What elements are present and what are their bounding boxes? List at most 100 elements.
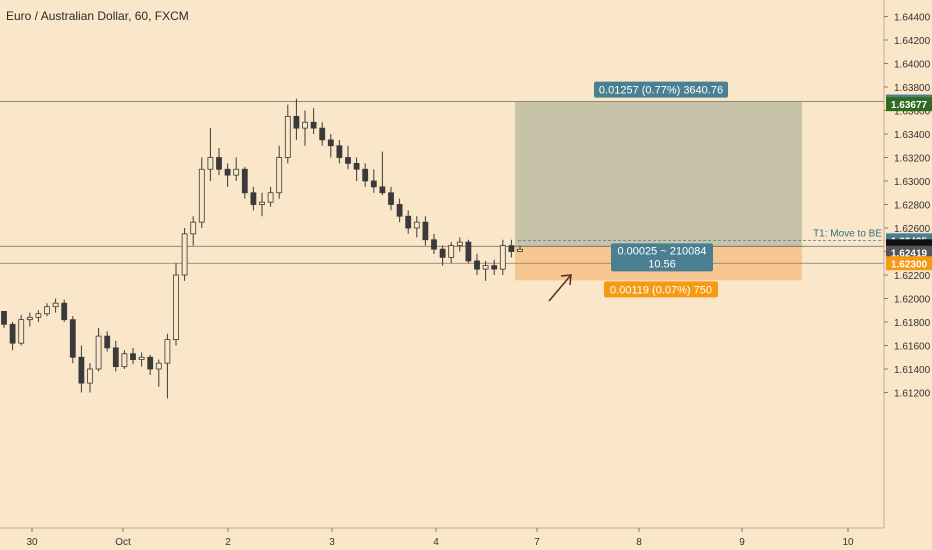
candle xyxy=(276,145,283,199)
candle xyxy=(345,145,351,170)
candle xyxy=(95,327,102,372)
candle xyxy=(456,237,463,252)
candle-body-up xyxy=(448,245,455,258)
candle xyxy=(413,216,420,238)
candle xyxy=(336,139,343,164)
candle-body-down xyxy=(250,192,257,205)
y-tick-label: 1.64000 xyxy=(894,60,931,71)
x-tick-label: 7 xyxy=(534,537,540,548)
candle-body-up xyxy=(155,362,162,370)
candle xyxy=(87,363,93,393)
candle-body-up xyxy=(181,233,188,276)
candle xyxy=(439,245,446,266)
y-tick-label: 1.61400 xyxy=(894,365,931,376)
x-tick-label: 9 xyxy=(739,537,745,548)
candle-body-down xyxy=(112,347,119,368)
candle-body-down xyxy=(439,248,446,258)
center-label-bg xyxy=(611,243,713,272)
candle-body-down xyxy=(379,186,386,194)
y-tick-label: 1.61800 xyxy=(894,318,931,329)
candle-body-down xyxy=(422,221,429,241)
candle-body-up xyxy=(413,221,420,229)
candle xyxy=(517,245,523,252)
candle xyxy=(104,331,111,352)
y-tick-label: 1.62200 xyxy=(894,271,931,282)
candle-body-down xyxy=(388,192,394,205)
horizontal-lines xyxy=(0,101,884,264)
candle xyxy=(327,134,334,158)
candle-body-down xyxy=(319,127,326,141)
annotation-text: T1: Move to BE xyxy=(813,228,882,239)
candle xyxy=(18,314,25,346)
y-tick-label: 1.63800 xyxy=(894,83,931,94)
price-label: 1.62419 xyxy=(886,245,932,260)
candle-body-down xyxy=(465,241,472,262)
candle xyxy=(130,347,136,365)
candle xyxy=(474,253,480,275)
candle-body-up xyxy=(121,353,128,368)
price-label-text: 1.63677 xyxy=(891,100,928,111)
price-label-bg xyxy=(886,245,932,260)
center-label-line2: 10.56 xyxy=(648,258,676,270)
chart-title: Euro / Australian Dollar, 60, FXCM xyxy=(6,9,189,23)
candle-body-up xyxy=(164,339,171,364)
candle-body-down xyxy=(327,139,334,147)
time-axis[interactable]: 30 Oct 2 3 4 7 8 9 10 xyxy=(26,528,854,548)
candle-body-down xyxy=(78,356,85,384)
trend-arrow xyxy=(548,274,572,302)
candle xyxy=(259,192,265,217)
candle-body-up xyxy=(173,274,179,341)
candle xyxy=(267,186,274,207)
y-tick-label: 1.63600 xyxy=(894,107,931,118)
price-label-bg xyxy=(886,256,932,271)
candle-body-up xyxy=(233,168,240,176)
candle-body-down xyxy=(147,356,154,370)
candle xyxy=(198,157,205,228)
candle-body-down xyxy=(69,319,76,358)
candle-body-up xyxy=(198,168,205,223)
candle-body-up xyxy=(259,201,265,205)
x-tick-label: Oct xyxy=(115,537,131,548)
candle-body-up xyxy=(95,335,102,370)
candle-body-up xyxy=(18,319,25,344)
candle-body-down xyxy=(216,157,222,170)
y-tick-label: 1.64400 xyxy=(894,13,931,24)
center-label-line1: 0.00025 ~ 210084 xyxy=(617,245,706,257)
candle-body-up xyxy=(302,121,308,129)
candle-body-down xyxy=(396,204,403,217)
candle-body-up xyxy=(267,192,274,203)
candle-body-down xyxy=(370,180,377,188)
stop-label-bg xyxy=(604,281,718,298)
candle xyxy=(112,340,119,372)
candle-body-down xyxy=(508,245,515,252)
candle-body-down xyxy=(241,168,248,194)
candle-body-up xyxy=(138,356,145,360)
candle xyxy=(310,108,317,134)
candle xyxy=(44,303,50,317)
stop-label: 0.00119 (0.07%) 750 xyxy=(604,281,718,298)
x-tick-label: 2 xyxy=(225,537,231,548)
x-tick-label: 30 xyxy=(26,537,38,548)
candle xyxy=(173,263,179,346)
price-label-bg xyxy=(886,97,932,112)
candle-body-up xyxy=(52,302,59,308)
target-label-bg xyxy=(594,81,728,98)
candle xyxy=(293,98,300,140)
candle xyxy=(370,169,377,193)
y-tick-label: 1.62000 xyxy=(894,295,931,306)
candle-body-down xyxy=(9,323,16,344)
target-label: 0.01257 (0.77%) 3640.76 xyxy=(594,81,728,98)
candle-body-down xyxy=(293,115,300,129)
candle xyxy=(250,186,257,211)
candle-body-up xyxy=(87,368,93,384)
candle-body-up xyxy=(482,265,489,270)
y-tick-label: 1.63200 xyxy=(894,154,931,165)
y-tick-label: 1.62600 xyxy=(894,224,931,235)
price-labels: 1.636761.636771.624951.6244418:431.62419… xyxy=(886,94,932,271)
x-tick-label: 10 xyxy=(842,537,854,548)
candle xyxy=(508,239,515,258)
price-label: 1.62300 xyxy=(886,256,932,271)
position-zones xyxy=(515,101,802,281)
